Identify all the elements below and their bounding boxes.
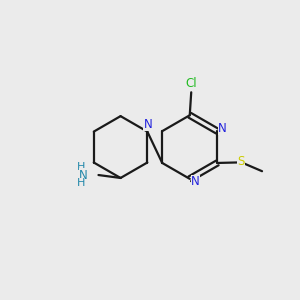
Text: Cl: Cl — [185, 77, 197, 90]
Text: H: H — [76, 178, 85, 188]
Text: S: S — [237, 155, 244, 168]
Text: N: N — [191, 175, 200, 188]
Text: N: N — [218, 122, 227, 135]
Text: H: H — [76, 162, 85, 172]
Text: N: N — [143, 118, 152, 131]
Text: N: N — [79, 169, 88, 182]
